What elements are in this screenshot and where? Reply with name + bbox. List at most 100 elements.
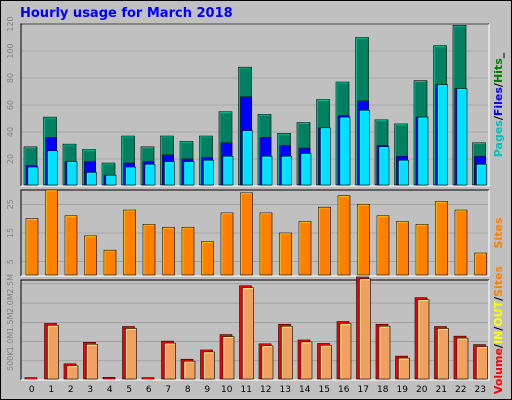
bar-sites-6 [142,224,156,276]
x-tick-label-3: 3 [87,385,93,395]
x-tick-label-23: 23 [475,385,486,395]
legend-entry: Sites [492,217,505,248]
x-tick-label-0: 0 [29,385,35,395]
panel-volume-frame-dark [20,279,489,380]
bar-out-16 [339,323,352,380]
panel-sites-frame-light [21,190,490,277]
bar-sites-13 [279,232,292,276]
bar-sites-1 [45,189,58,276]
bar-pages-22 [456,88,468,186]
legend-entry: _ [492,52,505,58]
y-tick-label: 20 [6,154,15,164]
bar-sites-23 [474,252,487,276]
bar-pages-18 [378,146,390,186]
panel-volume-frame-light [21,280,490,381]
bar-out-15 [320,345,332,380]
bar-sites-16 [337,195,351,276]
y-tick-label: 2.0M [6,293,15,313]
legend-entry: Hits [492,58,505,83]
legend-entry: / [492,343,505,348]
legend-entry: / [492,115,505,120]
bar-sites-17 [357,204,370,276]
legend-entry: / [492,326,505,331]
x-tick-label-9: 9 [204,385,210,395]
bar-sites-0 [25,218,39,276]
bar-out-12 [261,345,274,380]
y-tick-label: 1.0M [6,332,15,352]
bar-pages-14 [300,153,312,186]
panel-pages-files-hits-frame-light [21,24,490,187]
bar-sites-20 [415,224,429,276]
bar-out-19 [398,357,410,380]
x-tick-label-21: 21 [436,385,447,395]
bar-out-18 [378,325,391,380]
x-tick-label-10: 10 [221,385,233,395]
bar-sites-10 [220,212,234,276]
bar-sites-11 [240,192,253,276]
y-tick-label: 100 [6,43,15,58]
bar-out-23 [476,346,488,380]
panel-volume-bg [21,280,489,380]
bar-sites-14 [298,221,312,276]
y-tick-label: 1.5M [6,312,15,332]
bar-out-5 [125,328,137,380]
x-tick-label-7: 7 [165,385,171,395]
x-tick-label-2: 2 [68,385,74,395]
bar-volume-0 [24,377,38,380]
bar-out-21 [437,328,449,380]
x-tick-label-19: 19 [397,385,409,395]
legend-entry: Sites [492,265,505,296]
legend-entry: / [492,296,505,301]
bar-pages-1 [47,150,58,186]
bar-sites-7 [162,226,175,276]
bar-sites-3 [84,235,97,276]
y-tick-label: 60 [6,100,15,110]
bar-out-22 [456,337,469,380]
bar-out-20 [417,299,430,380]
bar-pages-9 [203,160,214,186]
bar-pages-13 [281,156,292,186]
y-tick-label: 120 [6,16,15,31]
bar-sites-5 [123,209,136,276]
legend-pages-files-hits: Pages/Files/Hits_ [492,52,505,157]
legend-entry: / [492,82,505,87]
bar-out-7 [164,342,176,380]
x-tick-label-1: 1 [48,385,54,395]
x-tick-label-8: 8 [185,385,191,395]
y-tick-label: 25 [6,199,15,209]
bar-out-3 [86,344,98,380]
legend-entry: Pages [492,120,505,158]
bar-sites-19 [396,221,409,276]
bar-sites-12 [259,212,273,276]
x-tick-label-15: 15 [319,385,330,395]
bar-pages-19 [398,160,409,186]
bar-pages-8 [183,161,195,186]
bar-sites-4 [103,249,117,276]
bar-pages-10 [222,156,234,186]
x-tick-label-6: 6 [146,385,152,395]
x-tick-label-18: 18 [377,385,389,395]
bar-sites-8 [181,226,195,276]
x-tick-label-5: 5 [126,385,132,395]
legend-entry: IN [492,331,505,344]
bar-out-8 [183,360,196,380]
bar-pages-4 [105,174,117,186]
legend-sites: Sites [492,217,505,248]
bar-pages-20 [417,116,429,186]
x-tick-label-13: 13 [280,385,291,395]
x-tick-label-22: 22 [455,385,466,395]
y-tick-label: 2.5M [6,274,15,294]
bar-sites-18 [376,215,390,276]
bar-out-17 [359,278,371,380]
x-tick-label-14: 14 [299,385,311,395]
x-tick-label-17: 17 [358,385,369,395]
x-tick-label-12: 12 [260,385,271,395]
bar-sites-22 [454,209,468,276]
bar-sites-15 [318,206,331,276]
bar-out-14 [300,341,313,380]
y-tick-label: 15 [6,228,15,238]
bar-pages-5 [125,166,136,186]
panel-sites-frame-dark [20,189,489,276]
bar-pages-15 [320,127,331,186]
